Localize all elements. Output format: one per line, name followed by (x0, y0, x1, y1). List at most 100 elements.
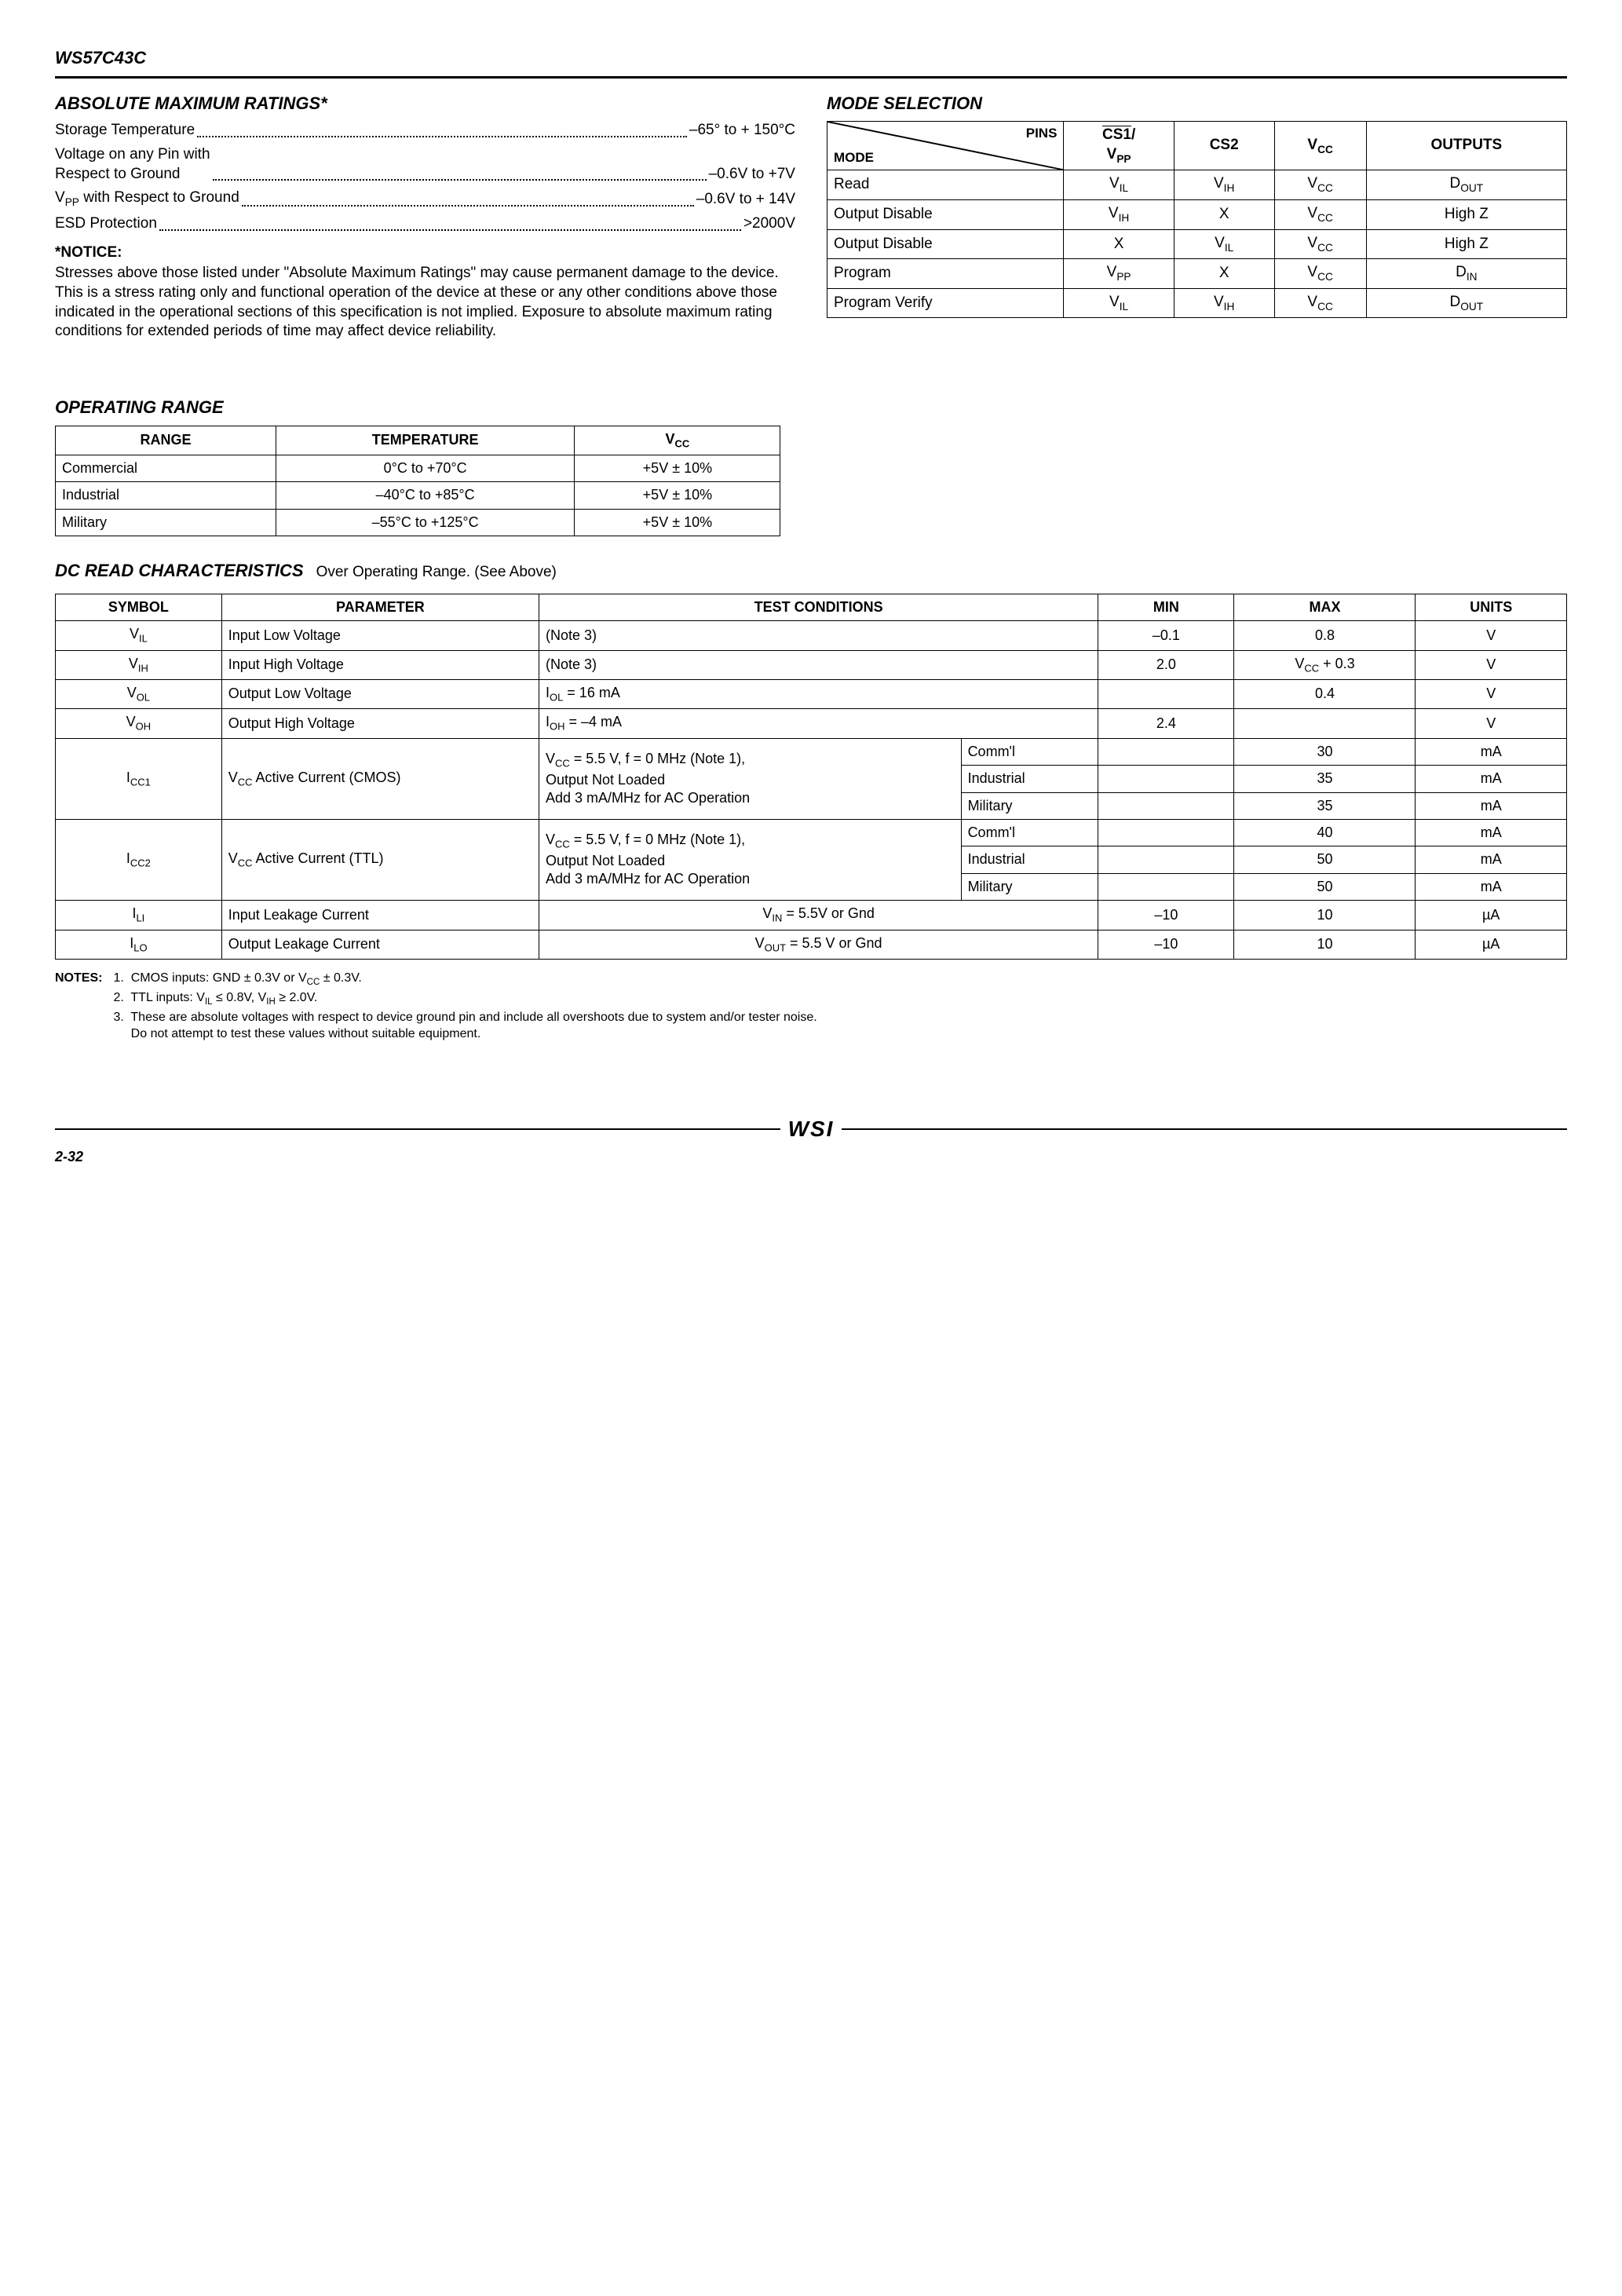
notes-label: NOTES: (55, 971, 110, 987)
dc-cell: Output Low Voltage (221, 679, 539, 708)
table-row: VOHOutput High VoltageIOH = –4 mA2.4V (56, 709, 1567, 738)
mode-col-0: CS1/VPP (1064, 122, 1174, 170)
rating-label: Voltage on any Pin withRespect to Ground (55, 145, 210, 184)
dc-cell: 40 (1234, 819, 1416, 846)
mode-cell: VIH (1064, 200, 1174, 230)
dc-cell: µA (1416, 901, 1567, 930)
table-row: Output DisableXVILVCCHigh Z (827, 229, 1567, 259)
dc-cell: Input Low Voltage (221, 621, 539, 650)
dc-cell: mA (1416, 766, 1567, 792)
dc-cell: 35 (1234, 792, 1416, 819)
dc-cell (1234, 709, 1416, 738)
rating-value: –65° to + 150°C (689, 121, 795, 141)
dc-header-cell: PARAMETER (221, 594, 539, 620)
dc-cell: VCC = 5.5 V, f = 0 MHz (Note 1),Output N… (539, 738, 962, 819)
rating-label: Storage Temperature (55, 121, 195, 141)
oprange-header-cell: RANGE (56, 426, 276, 455)
dc-cell: –10 (1098, 930, 1234, 959)
amr-title: ABSOLUTE MAXIMUM RATINGS* (55, 93, 795, 115)
dc-cell: ILI (56, 901, 222, 930)
mode-cell: Output Disable (827, 229, 1064, 259)
note-item: 3. These are absolute voltages with resp… (113, 1010, 816, 1043)
rating-dots (197, 136, 687, 137)
rating-line: ESD Protection>2000V (55, 214, 795, 234)
mode-cell: VIH (1174, 170, 1274, 200)
mode-cell: VIL (1064, 288, 1174, 318)
table-row: Military–55°C to +125°C+5V ± 10% (56, 509, 780, 536)
mode-column: MODE SELECTION PINS MODE CS1/VPP CS2 VCC… (827, 93, 1567, 342)
dc-cell: mA (1416, 738, 1567, 765)
dc-cell: VOH (56, 709, 222, 738)
dc-title-row: DC READ CHARACTERISTICS Over Operating R… (55, 560, 1567, 589)
table-row: ILOOutput Leakage CurrentVOUT = 5.5 V or… (56, 930, 1567, 959)
dc-cell: 50 (1234, 873, 1416, 900)
top-two-column: ABSOLUTE MAXIMUM RATINGS* Storage Temper… (55, 93, 1567, 342)
mode-cell: VPP (1064, 259, 1174, 289)
table-row: ProgramVPPXVCCDIN (827, 259, 1567, 289)
dc-title: DC READ CHARACTERISTICS (55, 560, 304, 583)
mode-cell: High Z (1366, 200, 1566, 230)
rating-value: –0.6V to + 14V (696, 190, 795, 210)
rating-value: –0.6V to +7V (709, 165, 795, 185)
oprange-cell: +5V ± 10% (575, 455, 780, 481)
mode-header-pins: PINS (1026, 125, 1058, 142)
dc-cell: Military (961, 792, 1098, 819)
operating-range-table: RANGETEMPERATUREVCC Commercial0°C to +70… (55, 426, 780, 537)
dc-cell (1098, 792, 1234, 819)
note-item: 2. TTL inputs: VIL ≤ 0.8V, VIH ≥ 2.0V. (113, 990, 816, 1008)
rating-line: Voltage on any Pin withRespect to Ground… (55, 145, 795, 184)
mode-cell: DIN (1366, 259, 1566, 289)
footer-rule-left (55, 1128, 780, 1130)
mode-cell: DOUT (1366, 288, 1566, 318)
dc-cell: Military (961, 873, 1098, 900)
oprange-header-cell: VCC (575, 426, 780, 455)
part-number: WS57C43C (55, 47, 1567, 70)
dc-cell: 2.0 (1098, 650, 1234, 679)
rating-dots (213, 179, 707, 181)
rating-label: ESD Protection (55, 214, 157, 234)
dc-cell: Industrial (961, 766, 1098, 792)
mode-cell: VCC (1274, 170, 1366, 200)
oprange-cell: Industrial (56, 482, 276, 509)
dc-cell: (Note 3) (539, 621, 1098, 650)
dc-cell: V (1416, 679, 1567, 708)
oprange-title: OPERATING RANGE (55, 397, 1567, 419)
top-rule (55, 76, 1567, 79)
dc-cell (1098, 873, 1234, 900)
table-row: ILIInput Leakage CurrentVIN = 5.5V or Gn… (56, 901, 1567, 930)
table-row: Industrial–40°C to +85°C+5V ± 10% (56, 482, 780, 509)
table-row: ReadVILVIHVCCDOUT (827, 170, 1567, 200)
dc-cell: 2.4 (1098, 709, 1234, 738)
oprange-header-cell: TEMPERATURE (276, 426, 574, 455)
mode-cell: X (1174, 200, 1274, 230)
oprange-cell: Military (56, 509, 276, 536)
dc-cell: mA (1416, 792, 1567, 819)
dc-cell: 50 (1234, 846, 1416, 873)
dc-cell: Input High Voltage (221, 650, 539, 679)
mode-cell: VIL (1064, 170, 1174, 200)
dc-cell: VCC Active Current (TTL) (221, 819, 539, 900)
oprange-cell: –55°C to +125°C (276, 509, 574, 536)
dc-cell: Industrial (961, 846, 1098, 873)
dc-cell: VOL (56, 679, 222, 708)
mode-table-diag-header: PINS MODE (827, 122, 1064, 170)
page-number: 2-32 (55, 1148, 1567, 1166)
table-row: Program VerifyVILVIHVCCDOUT (827, 288, 1567, 318)
rating-line: Storage Temperature –65° to + 150°C (55, 121, 795, 141)
dc-cell: –10 (1098, 901, 1234, 930)
dc-header-cell: MAX (1234, 594, 1416, 620)
rating-line: VPP with Respect to Ground–0.6V to + 14V (55, 188, 795, 210)
mode-cell: VCC (1274, 288, 1366, 318)
dc-header-cell: MIN (1098, 594, 1234, 620)
dc-cell: µA (1416, 930, 1567, 959)
dc-cell: mA (1416, 873, 1567, 900)
oprange-cell: Commercial (56, 455, 276, 481)
mode-cell: VIH (1174, 288, 1274, 318)
mode-selection-table: PINS MODE CS1/VPP CS2 VCC OUTPUTS ReadVI… (827, 121, 1567, 318)
table-row: ICC1VCC Active Current (CMOS)VCC = 5.5 V… (56, 738, 1567, 765)
dc-cell: mA (1416, 819, 1567, 846)
notes-list: 1. CMOS inputs: GND ± 0.3V or VCC ± 0.3V… (113, 971, 816, 1044)
table-row: ICC2VCC Active Current (TTL)VCC = 5.5 V,… (56, 819, 1567, 846)
dc-cell: 0.8 (1234, 621, 1416, 650)
dc-cell: VIN = 5.5V or Gnd (539, 901, 1098, 930)
